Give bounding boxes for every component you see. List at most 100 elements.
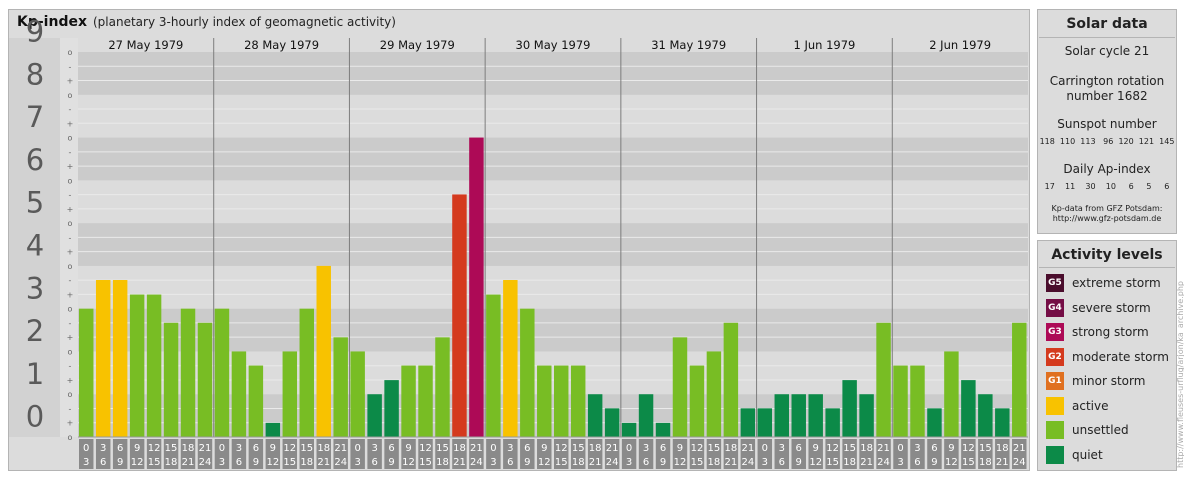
hour-end-label: 3 <box>83 457 89 468</box>
y-minor-label: - <box>69 362 72 371</box>
kp-band <box>78 265 1028 309</box>
hour-start-label: 18 <box>453 443 466 454</box>
kp-bar <box>282 351 298 437</box>
kp-bar <box>978 394 993 437</box>
y-minor-label: + <box>67 290 74 299</box>
hour-label-box <box>706 439 722 469</box>
kp-bar <box>604 408 620 437</box>
hour-start-label: 12 <box>826 443 839 454</box>
hour-label-box <box>486 439 501 469</box>
y-minor-label: - <box>69 404 72 413</box>
data-source-link[interactable]: http://www.gfz-potsdam.de <box>1052 214 1162 223</box>
hour-start-label: 18 <box>317 443 330 454</box>
hour-end-label: 15 <box>148 457 161 468</box>
kp-bar <box>587 394 603 437</box>
hour-end-label: 24 <box>334 457 347 468</box>
hour-label-box <box>333 439 348 469</box>
hour-start-label: 9 <box>134 443 140 454</box>
kp-bar <box>146 294 162 437</box>
kp-bar <box>995 408 1010 437</box>
hour-start-label: 3 <box>507 443 513 454</box>
hour-end-label: 9 <box>117 457 123 468</box>
hour-start-label: 3 <box>236 443 242 454</box>
hour-end-label: 9 <box>796 457 802 468</box>
day-label: 30 May 1979 <box>516 38 591 52</box>
hour-label-box <box>214 439 230 469</box>
y-minor-label: - <box>69 233 72 242</box>
day-label: 27 May 1979 <box>108 38 183 52</box>
hour-end-label: 6 <box>914 457 920 468</box>
hour-label-box <box>367 439 382 469</box>
hour-label-box <box>944 439 959 469</box>
y-minor-label: o <box>68 305 73 314</box>
hour-label-box <box>401 439 416 469</box>
hour-start-label: 9 <box>405 443 411 454</box>
hour-start-label: 12 <box>691 443 704 454</box>
y-minor-label: o <box>68 91 73 100</box>
kp-bar <box>163 322 179 437</box>
kp-bar <box>95 280 111 437</box>
hour-end-label: 6 <box>100 457 106 468</box>
y-minor-label: - <box>69 191 72 200</box>
kp-bar <box>418 365 433 437</box>
y-minor-label: + <box>67 162 74 171</box>
hour-start-label: 21 <box>334 443 347 454</box>
y-minor-label: - <box>69 62 72 71</box>
kp-bar <box>112 280 128 437</box>
legend-swatch <box>1046 445 1064 464</box>
kp-bar <box>452 194 467 437</box>
hour-start-label: 15 <box>572 443 585 454</box>
kp-bar <box>520 308 535 437</box>
hour-end-label: 6 <box>643 457 649 468</box>
hour-label-box <box>995 439 1010 469</box>
y-minor-label: + <box>67 248 74 257</box>
hour-end-label: 21 <box>996 457 1009 468</box>
kp-bar <box>927 408 942 437</box>
kp-bar <box>757 408 773 437</box>
y-tick-label: 6 <box>26 143 44 177</box>
kp-bar <box>350 351 365 437</box>
kp-bar <box>367 394 382 437</box>
sunspot-label: Sunspot number <box>1057 117 1157 131</box>
hour-end-label: 18 <box>708 457 721 468</box>
hour-label-box <box>1012 439 1027 469</box>
hour-end-label: 18 <box>165 457 178 468</box>
hour-label-box <box>672 439 688 469</box>
hour-end-label: 12 <box>945 457 958 468</box>
kp-band <box>78 180 1028 224</box>
hour-end-label: 18 <box>572 457 585 468</box>
kp-bar <box>825 408 840 437</box>
hour-start-label: 3 <box>371 443 377 454</box>
hour-end-label: 24 <box>199 457 212 468</box>
hour-end-label: 21 <box>860 457 873 468</box>
hour-label-box <box>350 439 365 469</box>
y-tick-label: 0 <box>26 400 44 434</box>
hour-start-label: 3 <box>779 443 785 454</box>
hour-label-box <box>435 439 450 469</box>
hour-start-label: 0 <box>762 443 768 454</box>
hour-end-label: 18 <box>300 457 313 468</box>
hour-end-label: 12 <box>402 457 415 468</box>
legend-item-extreme-storm: G5 extreme storm <box>1046 274 1161 292</box>
hour-end-label: 24 <box>470 457 483 468</box>
hour-start-label: 15 <box>165 443 178 454</box>
hour-label-box <box>452 439 467 469</box>
solar-divider <box>1039 37 1175 38</box>
minor-label-column <box>60 38 78 437</box>
hour-end-label: 9 <box>388 457 394 468</box>
hour-start-label: 3 <box>914 443 920 454</box>
legend-item-severe-storm: G4 severe storm <box>1046 298 1151 317</box>
hour-start-label: 6 <box>524 443 530 454</box>
day-label: 2 Jun 1979 <box>929 38 991 52</box>
hour-end-label: 15 <box>962 457 975 468</box>
legend-label: unsettled <box>1072 423 1129 437</box>
hour-start-label: 0 <box>83 443 89 454</box>
hour-end-label: 12 <box>809 457 822 468</box>
hour-start-label: 12 <box>555 443 568 454</box>
kp-band <box>78 94 1028 138</box>
legend-item-minor-storm: G1 minor storm <box>1046 372 1145 390</box>
hour-start-label: 18 <box>860 443 873 454</box>
hour-label-box <box>469 439 484 469</box>
hour-start-label: 15 <box>708 443 721 454</box>
hour-end-label: 21 <box>317 457 330 468</box>
